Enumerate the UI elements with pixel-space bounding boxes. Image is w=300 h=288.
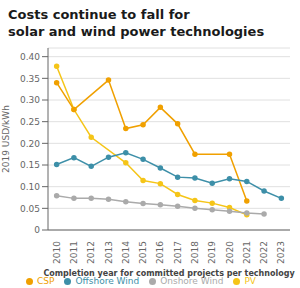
svg-text:2021: 2021 xyxy=(242,241,252,264)
svg-text:0.25: 0.25 xyxy=(20,117,40,127)
html-text:Costs continue to fall for: Costs continue to fall for xyxy=(8,7,190,22)
svg-text:0.05: 0.05 xyxy=(20,204,40,214)
svg-text:0.20: 0.20 xyxy=(20,139,40,149)
svg-text:2019: 2019 xyxy=(207,241,217,264)
svg-text:2013: 2013 xyxy=(104,241,114,264)
svg-text:0.40: 0.40 xyxy=(20,52,40,62)
svg-text:0.35: 0.35 xyxy=(20,74,40,84)
html-text:CSP: CSP xyxy=(37,276,55,286)
html-text:Offshore Wind: Offshore Wind xyxy=(75,276,140,286)
svg-text:2022: 2022 xyxy=(259,241,269,264)
svg-text:2014: 2014 xyxy=(121,241,131,264)
svg-text:2015: 2015 xyxy=(138,241,148,264)
html-text:solar and wind power technolog: solar and wind power technologies xyxy=(8,24,265,39)
svg-text:2010: 2010 xyxy=(52,241,62,264)
svg-text:0: 0 xyxy=(34,225,40,235)
svg-text:2023: 2023 xyxy=(276,241,286,264)
html-text:Onshore Wind: Onshore Wind xyxy=(160,276,224,286)
svg-text:2018: 2018 xyxy=(190,241,200,264)
svg-text:2016: 2016 xyxy=(155,241,165,264)
svg-text:2017: 2017 xyxy=(173,241,183,264)
svg-text:2012: 2012 xyxy=(86,241,96,264)
svg-text:Completion year for committed: Completion year for committed projects p… xyxy=(43,269,292,278)
svg-text:0.30: 0.30 xyxy=(20,95,40,105)
html-text:PV: PV xyxy=(244,276,256,286)
svg-text:0.15: 0.15 xyxy=(20,160,40,170)
svg-text:2019 USD/kWh: 2019 USD/kWh xyxy=(8,105,11,173)
svg-text:2020: 2020 xyxy=(225,241,235,264)
svg-text:0.10: 0.10 xyxy=(20,182,40,192)
svg-text:2011: 2011 xyxy=(69,241,79,264)
